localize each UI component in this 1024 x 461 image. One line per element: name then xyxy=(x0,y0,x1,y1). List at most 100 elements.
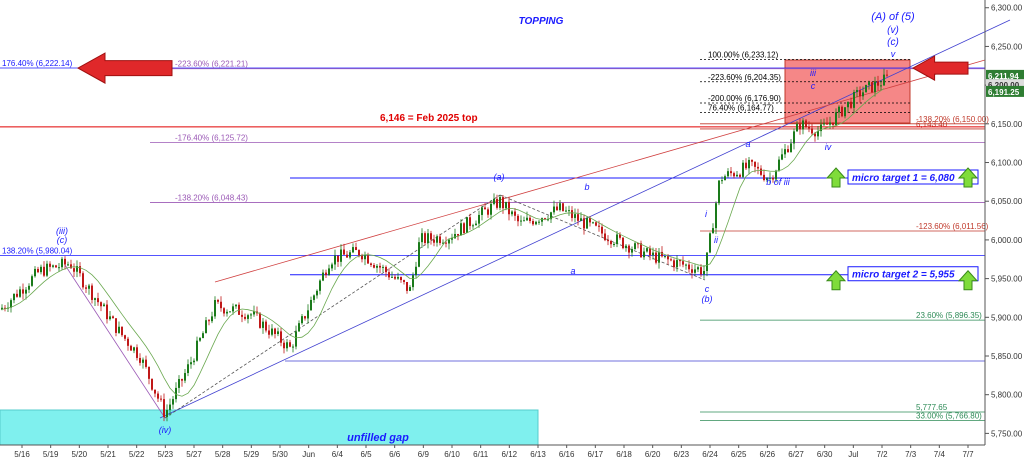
candle-body xyxy=(277,331,279,335)
candle-body xyxy=(499,197,501,208)
candle-body xyxy=(391,276,393,278)
candle-body xyxy=(382,266,384,268)
candle-body xyxy=(22,289,24,294)
candle-body xyxy=(814,133,816,137)
x-tick-label: 6/12 xyxy=(502,450,518,459)
x-tick-label: 6/6 xyxy=(389,450,401,459)
candle-body xyxy=(16,293,18,297)
candle-body xyxy=(10,300,12,308)
x-tick-label: 5/28 xyxy=(215,450,231,459)
fib-label: 176.40% (6,222.14) xyxy=(2,59,73,68)
candle-body xyxy=(424,233,426,244)
candle-body xyxy=(859,90,861,97)
candle-body xyxy=(760,168,762,175)
candle-body xyxy=(436,236,438,243)
candle-body xyxy=(556,206,558,211)
candle-body xyxy=(460,223,462,236)
candle-body xyxy=(268,330,270,335)
fib-label: -138.20% (6,150.00) xyxy=(916,115,989,124)
candle-body xyxy=(589,217,591,223)
y-tick-label: 6,100.00 xyxy=(991,159,1023,168)
wave-label: c xyxy=(811,81,816,91)
wave-label: a xyxy=(570,266,575,276)
fib-label: -176.40% (6,125.72) xyxy=(175,134,248,143)
candle-body xyxy=(187,364,189,374)
candle-body xyxy=(157,393,159,399)
x-tick-label: 7/7 xyxy=(962,450,974,459)
candle-body xyxy=(58,267,60,269)
x-tick-label: 6/25 xyxy=(731,450,747,459)
candle-body xyxy=(664,256,666,258)
candle-body xyxy=(79,266,81,274)
y-tick-label: 5,800.00 xyxy=(991,391,1023,400)
candle-body xyxy=(682,261,684,265)
fib-label: 138.20% (5,980.04) xyxy=(2,246,73,255)
candle-body xyxy=(265,321,267,331)
candle-body xyxy=(163,399,165,418)
candle-body xyxy=(562,203,564,211)
x-tick-label: 5/22 xyxy=(129,450,145,459)
candle-body xyxy=(610,240,612,245)
candle-body xyxy=(184,373,186,381)
candle-body xyxy=(484,207,486,210)
candle-body xyxy=(340,249,342,262)
x-tick-label: 5/21 xyxy=(100,450,116,459)
candle-body xyxy=(703,271,705,275)
candle-body xyxy=(529,217,531,221)
candle-body xyxy=(361,255,363,260)
annotation-text: 6,146 = Feb 2025 top xyxy=(380,113,478,124)
candle-body xyxy=(337,255,339,262)
candle-body xyxy=(199,338,201,341)
candle-body xyxy=(469,217,471,226)
candle-body xyxy=(448,239,450,244)
candle-body xyxy=(463,223,465,234)
x-tick-label: Jun xyxy=(302,450,315,459)
candle-body xyxy=(715,203,717,229)
candle-body xyxy=(592,222,594,224)
candle-body xyxy=(97,298,99,303)
x-tick-label: 5/27 xyxy=(186,450,202,459)
candle-body xyxy=(316,290,318,296)
candle-body xyxy=(46,263,48,276)
candle-body xyxy=(763,174,765,181)
x-tick-label: 6/24 xyxy=(702,450,718,459)
candle-body xyxy=(262,321,264,328)
candle-body xyxy=(349,252,351,258)
candle-body xyxy=(139,357,141,363)
candle-body xyxy=(841,106,843,117)
candle-body xyxy=(334,255,336,265)
y-tick-label: 6,000.00 xyxy=(991,236,1023,245)
y-tick-label: 6,050.00 xyxy=(991,197,1023,206)
wave-label: b xyxy=(584,182,589,192)
candle-body xyxy=(559,203,561,211)
wave-label: ii xyxy=(714,235,719,245)
candle-body xyxy=(247,315,249,319)
wave-label: iii xyxy=(810,68,817,78)
candle-body xyxy=(778,159,780,171)
candle-body xyxy=(718,180,720,204)
fib-label: -200.00% (6,176.90) xyxy=(708,94,781,103)
candle-body xyxy=(538,221,540,223)
candle-body xyxy=(877,81,879,86)
candle-body xyxy=(232,306,234,312)
candle-body xyxy=(193,360,195,363)
candle-body xyxy=(697,267,699,270)
candle-body xyxy=(850,101,852,108)
candle-body xyxy=(91,285,93,300)
candle-body xyxy=(118,326,120,333)
candle-body xyxy=(826,123,828,125)
candle-body xyxy=(640,243,642,258)
green-up-arrow xyxy=(957,269,979,291)
candle-body xyxy=(94,298,96,300)
candle-body xyxy=(766,178,768,181)
candle-body xyxy=(403,280,405,282)
candle-body xyxy=(82,273,84,288)
candle-body xyxy=(847,101,849,108)
candle-body xyxy=(223,308,225,314)
candle-body xyxy=(166,410,168,418)
candle-body xyxy=(364,254,366,260)
price-label-bg xyxy=(986,85,1024,97)
candle-body xyxy=(301,316,303,324)
x-tick-label: 6/4 xyxy=(332,450,344,459)
